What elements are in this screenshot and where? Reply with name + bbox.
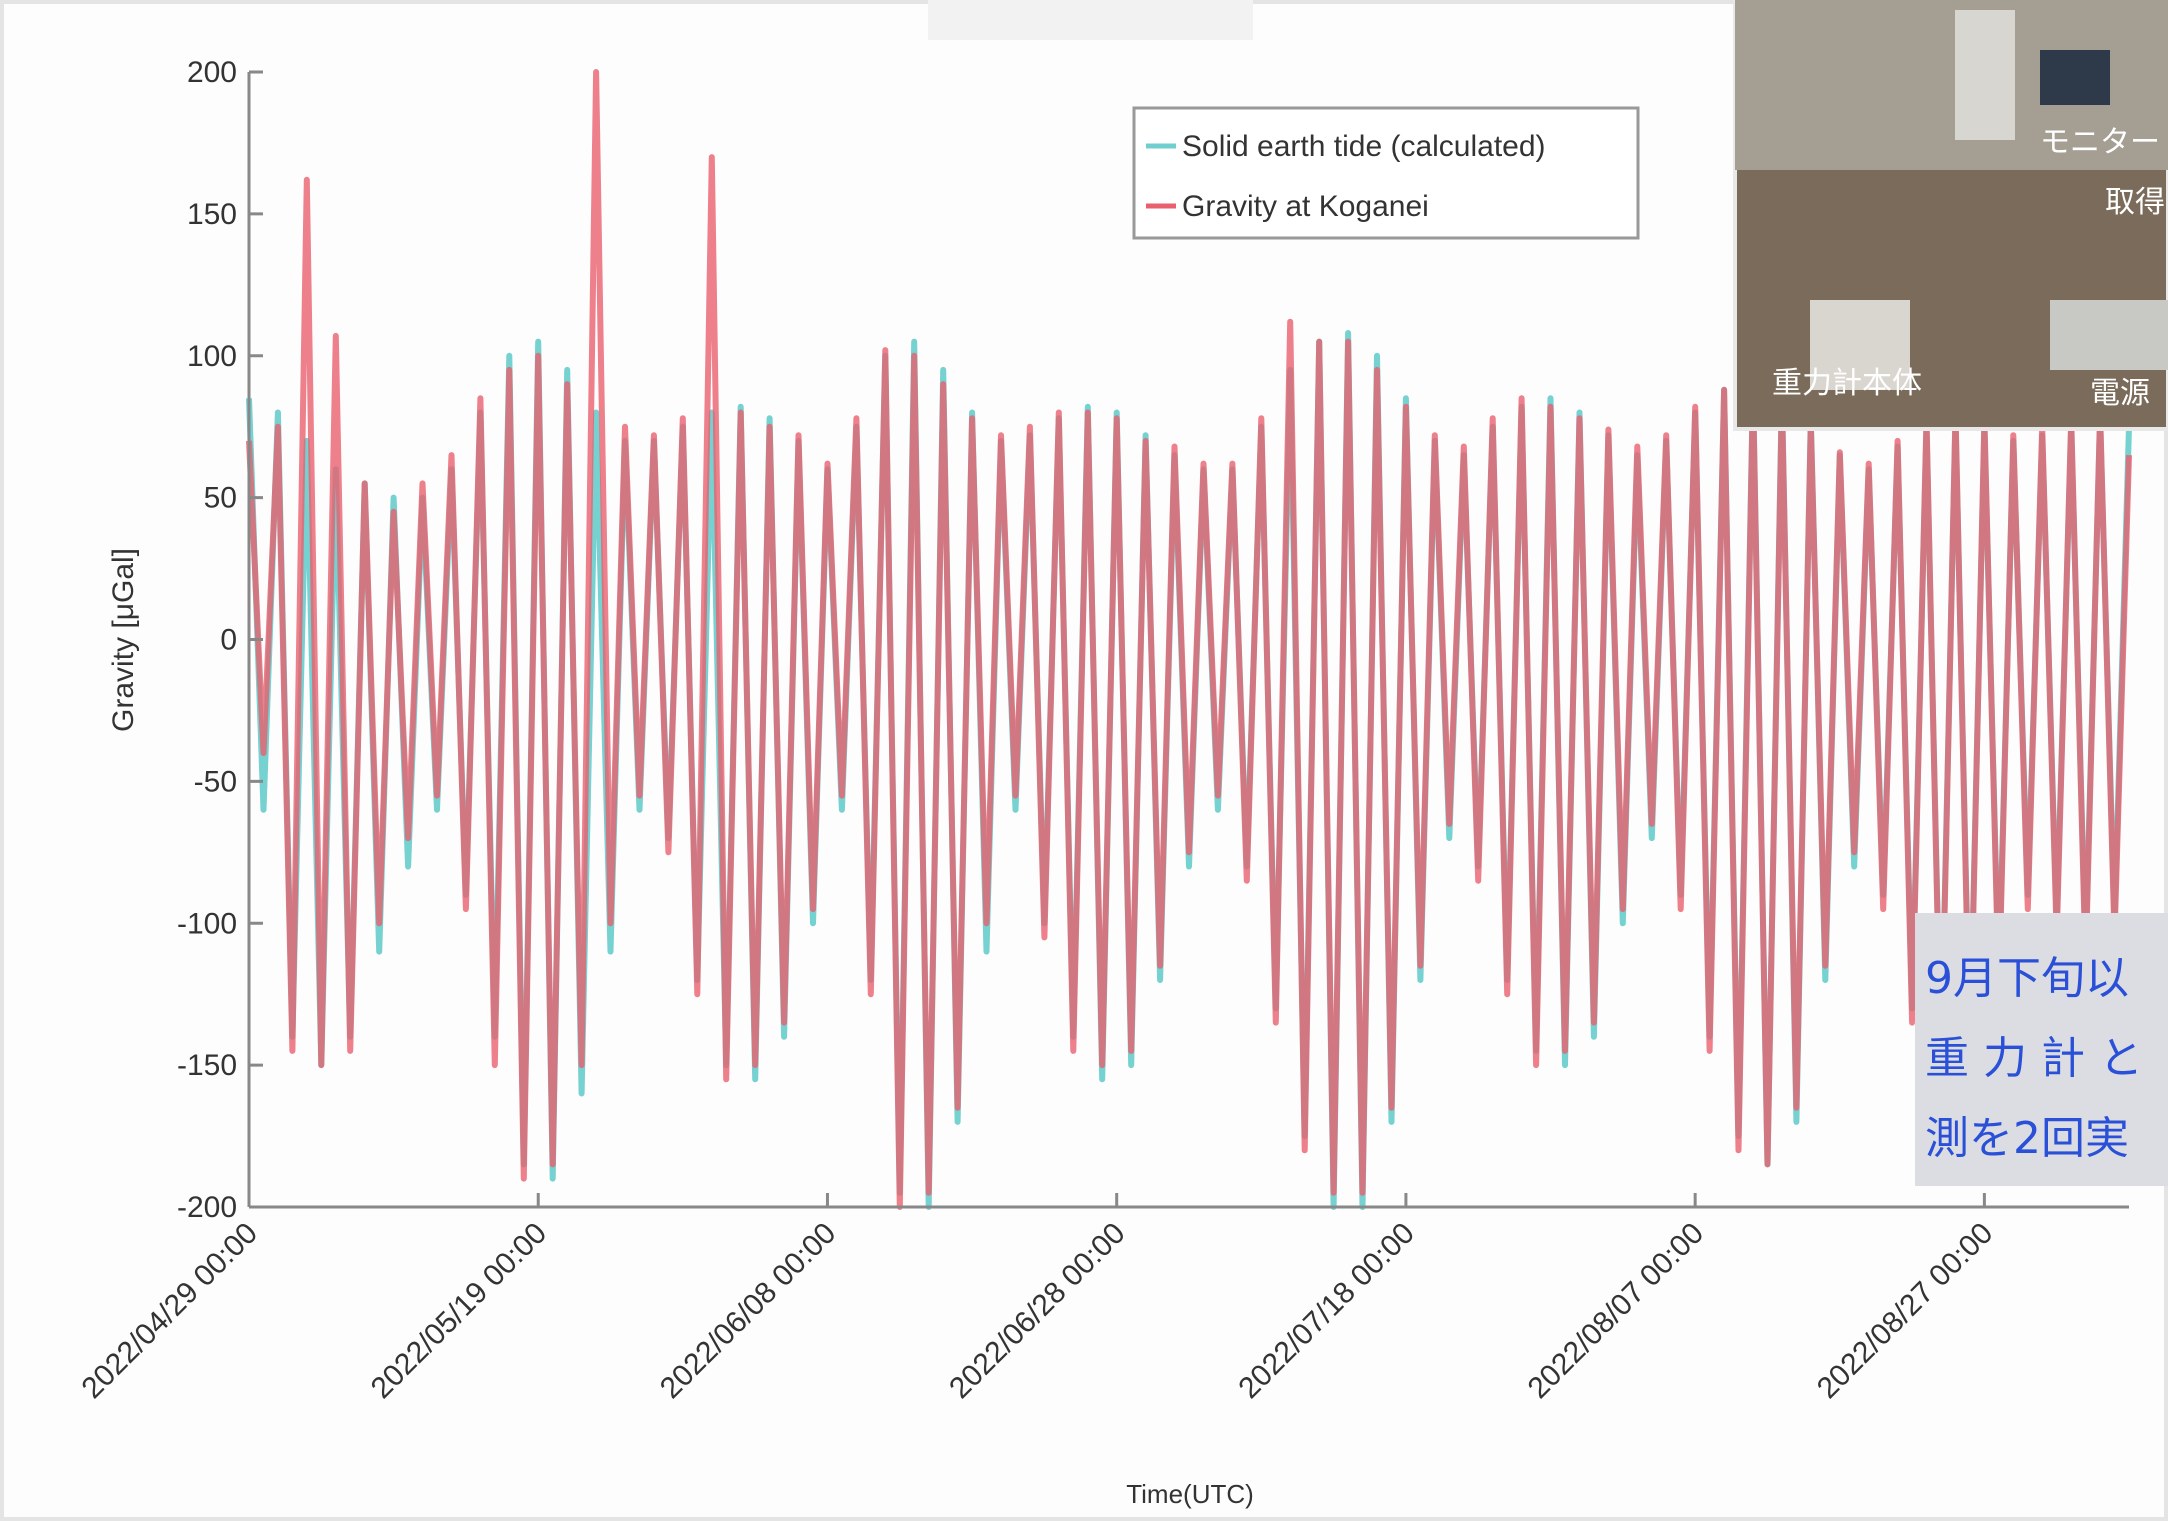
legend: Solid earth tide (calculated) Gravity at … (1132, 106, 1640, 240)
y-tick-label: 100 (187, 340, 237, 373)
y-tick-label: 200 (187, 56, 237, 89)
y-tick-label: 0 (220, 624, 237, 657)
note-background (1915, 913, 2168, 1186)
y-tick-label: -150 (177, 1049, 237, 1082)
y-tick-label: -200 (177, 1191, 237, 1224)
note-line: 測を2回実 (1925, 1113, 2129, 1164)
legend-box (1132, 106, 1640, 240)
photo-power (2050, 300, 2168, 370)
y-tick-label: -50 (194, 765, 237, 798)
note-line: 9月下旬以 (1925, 953, 2129, 1004)
note-box: 9月下旬以 重力計と 測を2回実 (1915, 913, 2168, 1186)
photo-label: 取得 (2105, 185, 2165, 220)
photo-monitor (2040, 50, 2110, 105)
photo-label: 電源 (2090, 376, 2150, 411)
note-line: 重力計と (1925, 1033, 2157, 1084)
x-axis-label: Time(UTC) (1126, 1479, 1254, 1509)
y-axis-label: Gravity [μGal] (107, 548, 140, 732)
y-tick-label: 150 (187, 198, 237, 231)
photo-box (1955, 10, 2015, 140)
legend-label: Gravity at Koganei (1182, 190, 1429, 223)
y-tick-label: -100 (177, 907, 237, 940)
photo-gravimeter (1810, 300, 1910, 390)
photo-label: 重力計本体 (1772, 366, 1922, 401)
top-tab (928, 0, 1253, 40)
legend-label: Solid earth tide (calculated) (1182, 130, 1546, 163)
photo-inset: モニター 取得 重力計本体 電源 (1733, 0, 2168, 431)
y-tick-label: 50 (204, 482, 237, 515)
series-line (246, 69, 2132, 1210)
photo-label: モニター (2040, 125, 2160, 160)
